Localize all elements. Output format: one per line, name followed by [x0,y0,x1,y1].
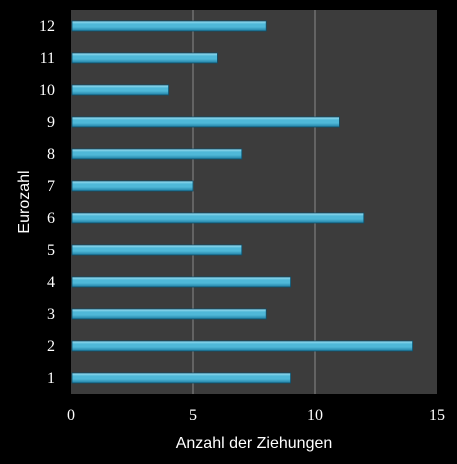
y-tick-label: 8 [47,146,55,163]
y-tick-label: 3 [47,306,55,323]
y-tick-label: 6 [47,210,55,227]
x-tick-labels: 0 5 10 15 [67,407,445,424]
y-tick-label: 9 [47,114,55,131]
y-tick-label: 1 [47,370,55,387]
y-tick-label: 12 [39,18,55,35]
bar-eurozahl-10 [71,84,169,96]
y-tick-label: 2 [47,338,55,355]
plot-area [71,10,437,394]
bar-eurozahl-11 [71,52,218,64]
bar-eurozahl-7 [71,180,194,192]
bar-eurozahl-12 [71,20,267,32]
x-tick-label: 15 [429,407,445,424]
bar-eurozahl-4 [71,276,292,288]
bars [71,20,414,384]
y-tick-label: 10 [39,82,55,99]
bar-eurozahl-6 [71,212,365,224]
gridlines [192,10,316,394]
bar-eurozahl-9 [71,116,340,128]
bar-eurozahl-1 [71,372,292,384]
y-tick-label: 11 [40,50,55,67]
y-tick-label: 7 [47,178,55,195]
bar-eurozahl-2 [71,340,414,352]
y-tick-label: 4 [47,274,55,291]
x-axis-title: Anzahl der Ziehungen [176,435,333,452]
x-tick-label: 5 [189,407,197,424]
bar-eurozahl-5 [71,244,243,256]
y-axis-title: Eurozahl [16,170,33,233]
bar-eurozahl-3 [71,308,267,320]
bar-eurozahl-8 [71,148,243,160]
x-tick-label: 10 [307,407,323,424]
x-tick-label: 0 [67,407,75,424]
y-tick-label: 5 [47,242,55,259]
